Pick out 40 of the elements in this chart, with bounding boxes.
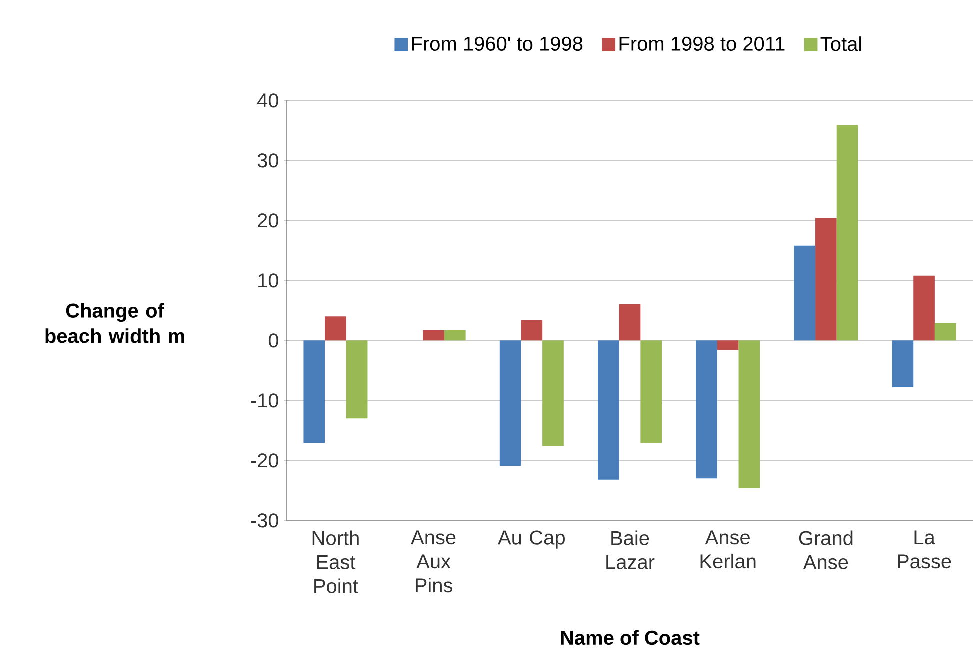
bar <box>521 320 543 341</box>
x-tick-label: La Passe <box>898 530 952 569</box>
y-tick-label: 0 <box>268 334 278 348</box>
bar <box>836 125 858 341</box>
legend-label: From 1960' to 1998 <box>412 36 583 51</box>
legend-label: Total <box>820 36 862 52</box>
x-axis-title: Name of Coast <box>561 630 700 646</box>
bar <box>346 340 368 419</box>
bar <box>717 340 739 350</box>
bar <box>542 340 564 446</box>
x-tick-label: Grand Anse <box>799 530 853 570</box>
y-tick-label: 20 <box>258 214 278 228</box>
y-tick-label: 10 <box>258 274 278 288</box>
y-tick-label: -30 <box>251 514 278 528</box>
x-tick-label: Anse Kerlan <box>700 530 756 569</box>
y-tick-label: 30 <box>258 154 278 168</box>
bar <box>500 340 522 466</box>
bar <box>444 330 466 341</box>
bar <box>794 246 816 341</box>
bar <box>423 330 444 341</box>
legend-label: From 1998 to 2011 <box>620 36 785 51</box>
bar <box>914 276 935 341</box>
y-tick-label: -20 <box>251 454 278 468</box>
y-axis-title: Change of beach width m <box>46 303 184 344</box>
bar <box>640 340 662 444</box>
bar <box>738 340 760 488</box>
bar <box>325 316 346 341</box>
bar <box>598 340 620 480</box>
x-tick-label: Baie Lazar <box>606 530 655 570</box>
y-tick-label: 40 <box>258 94 278 108</box>
x-tick-label: Anse Aux Pins <box>411 530 456 593</box>
x-tick-label: Au Cap <box>498 530 565 549</box>
y-tick-label: -10 <box>251 394 278 408</box>
bar <box>934 323 956 341</box>
bar <box>304 340 326 444</box>
bar <box>816 218 837 341</box>
bar <box>892 340 914 388</box>
bar <box>619 304 641 341</box>
x-tick-label: North East Point <box>312 530 359 594</box>
bar <box>696 340 718 479</box>
